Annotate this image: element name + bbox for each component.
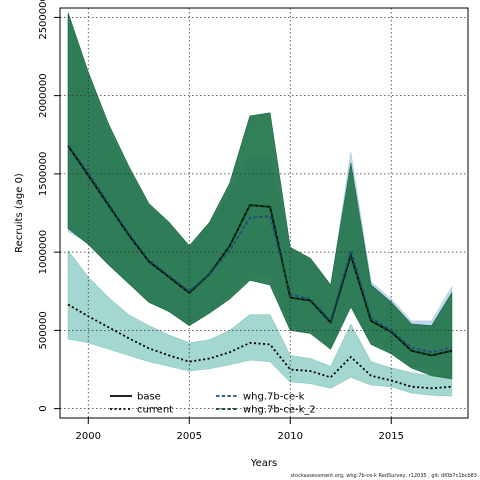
x-tick-label: 2010 [278,431,303,442]
legend-label-whg-7b-ce-k-2: whg.7b-ce-k_2 [243,405,316,416]
legend-label-whg-7b-ce-k: whg.7b-ce-k [243,392,305,403]
legend-label-base: base [137,392,161,403]
x-axis: 2000 2005 2010 2015 [76,418,404,442]
y-tick-label: 0 [38,405,49,411]
band-whg-7b-ce-k-2 [67,12,453,380]
footer-caption: stockassessment.org, whg.7b-ce-k RedSurv… [290,473,477,479]
confidence-bands [67,12,453,397]
series-line-whg-7b-ce-k [67,145,453,354]
plot-frame [59,7,469,419]
legend: base current whg.7b-ce-k whg.7b-ce-k_2 [110,392,316,416]
y-axis-title: Recruits (age 0) [14,173,25,253]
y-tick-label: 2500000 [38,0,49,40]
y-tick-label: 2000000 [38,73,49,118]
band-current [67,249,453,397]
y-tick-label: 1000000 [38,230,49,275]
x-tick-label: 2000 [76,431,101,442]
series-line-current [67,303,452,390]
y-tick-label: 500000 [38,311,49,349]
y-tick-label: 1500000 [38,152,49,197]
legend-label-current: current [137,405,173,416]
x-tick-label: 2005 [177,431,202,442]
x-tick-label: 2015 [379,431,404,442]
x-axis-title: Years [250,458,277,469]
series-line-whg-7b-ce-k-2 [67,145,453,357]
grid-lines [60,8,468,418]
series-lines [67,145,453,390]
y-axis: 0 500000 1000000 1500000 2000000 2500000 [38,0,60,412]
